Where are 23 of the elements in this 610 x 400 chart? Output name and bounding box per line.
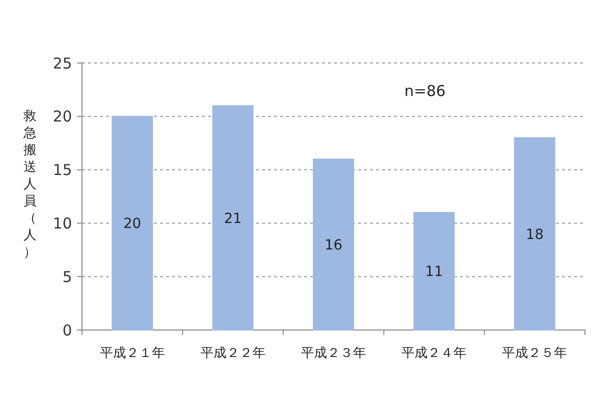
- y-tick-label: 20: [52, 108, 72, 126]
- y-tick-label: 10: [52, 214, 72, 232]
- bar: [514, 137, 556, 330]
- text: 救急搬送人員（人）: [24, 109, 36, 260]
- data-label: 11: [425, 264, 444, 280]
- y-tick-label: 15: [52, 161, 72, 180]
- y-tick-label: 5: [62, 268, 72, 286]
- bar: [112, 116, 153, 330]
- bar: [312, 158, 354, 330]
- data-label: 21: [224, 210, 242, 227]
- bar: [413, 212, 455, 330]
- x-tick-label: 平成２１年: [100, 346, 165, 361]
- x-tick-label: 平成２４年: [402, 346, 467, 361]
- annotation: n=86: [404, 82, 446, 100]
- data-label: 16: [324, 237, 342, 254]
- x-tick-label: 平成２３年: [301, 346, 366, 361]
- data-label: 20: [123, 216, 142, 232]
- x-tick-label: 平成２２年: [200, 346, 266, 361]
- bar: [212, 105, 254, 330]
- data-label: 18: [526, 226, 544, 243]
- x-tick-label: 平成２５年: [502, 346, 568, 361]
- y-tick-label: 0: [62, 321, 72, 340]
- y-tick-label: 25: [52, 54, 72, 72]
